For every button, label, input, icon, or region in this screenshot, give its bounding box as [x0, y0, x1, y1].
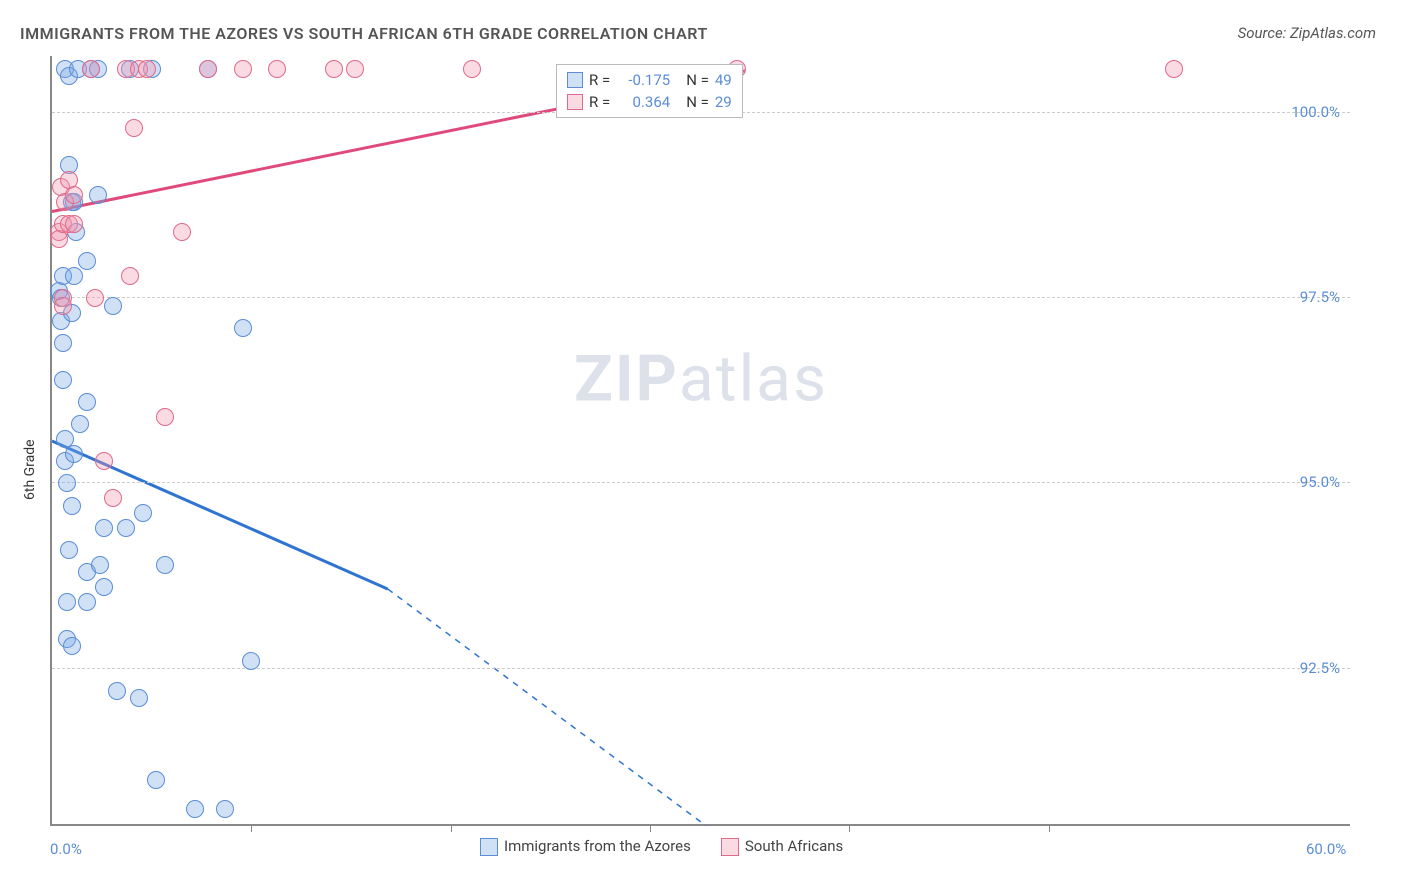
legend-swatch-south_africans	[721, 838, 739, 856]
scatter-point-south_africans	[325, 60, 343, 78]
stats-r-value-azores: -0.175	[616, 71, 670, 89]
stats-swatch-azores	[567, 72, 583, 88]
y-axis-label: 6th Grade	[22, 439, 38, 500]
scatter-point-azores	[134, 504, 152, 522]
stats-row-azores: R = -0.175 N = 49	[567, 69, 732, 91]
scatter-point-azores	[78, 393, 96, 411]
ytick-label: 100.0%	[1291, 103, 1340, 121]
xtick-label: 0.0%	[50, 840, 82, 858]
plot-area: ZIPatlas 92.5% 95.0% 97.5% 100.0%	[50, 56, 1350, 826]
watermark: ZIPatlas	[574, 341, 828, 416]
stats-n-value-azores: 49	[715, 71, 732, 89]
gridline-h	[52, 297, 1350, 298]
scatter-point-azores	[130, 689, 148, 707]
scatter-point-azores	[117, 519, 135, 537]
stats-r-label: R =	[589, 93, 610, 111]
scatter-point-south_africans	[346, 60, 364, 78]
scatter-point-azores	[104, 297, 122, 315]
scatter-point-south_africans	[1165, 60, 1183, 78]
scatter-point-azores	[60, 541, 78, 559]
scatter-point-south_africans	[234, 60, 252, 78]
ytick-label: 92.5%	[1300, 659, 1340, 677]
scatter-point-south_africans	[156, 408, 174, 426]
scatter-point-azores	[63, 637, 81, 655]
watermark-rest: atlas	[679, 341, 828, 416]
scatter-point-azores	[91, 556, 109, 574]
xtick-minor	[251, 824, 252, 832]
stats-n-label: N =	[686, 71, 709, 89]
scatter-point-south_africans	[173, 223, 191, 241]
stats-legend-box: R = -0.175 N = 49 R = 0.364 N = 29	[556, 64, 743, 118]
scatter-point-south_africans	[86, 289, 104, 307]
scatter-point-south_africans	[65, 215, 83, 233]
legend-item-south_africans: South Africans	[721, 836, 843, 856]
scatter-point-azores	[63, 497, 81, 515]
scatter-point-south_africans	[138, 60, 156, 78]
stats-row-south_africans: R = 0.364 N = 29	[567, 91, 732, 113]
scatter-point-azores	[71, 415, 89, 433]
scatter-point-azores	[54, 334, 72, 352]
trendline-dashed-azores	[388, 589, 706, 826]
stats-n-label: N =	[686, 93, 709, 111]
scatter-point-south_africans	[463, 60, 481, 78]
scatter-point-azores	[242, 652, 260, 670]
scatter-point-azores	[147, 771, 165, 789]
legend-label-south_africans: South Africans	[745, 837, 843, 855]
scatter-point-azores	[58, 474, 76, 492]
scatter-point-south_africans	[95, 452, 113, 470]
scatter-point-south_africans	[82, 60, 100, 78]
xtick-minor	[650, 824, 651, 832]
ytick-label: 97.5%	[1300, 288, 1340, 306]
scatter-point-south_africans	[54, 297, 72, 315]
xtick-label: 60.0%	[1306, 840, 1346, 858]
scatter-point-azores	[234, 319, 252, 337]
scatter-point-azores	[78, 593, 96, 611]
scatter-point-azores	[78, 252, 96, 270]
scatter-point-south_africans	[125, 119, 143, 137]
scatter-point-azores	[89, 186, 107, 204]
scatter-point-south_africans	[121, 267, 139, 285]
scatter-point-azores	[156, 556, 174, 574]
source-label: Source: ZipAtlas.com	[1238, 24, 1376, 42]
scatter-point-south_africans	[199, 60, 217, 78]
scatter-point-azores	[216, 800, 234, 818]
xtick-minor	[1049, 824, 1050, 832]
xtick-minor	[451, 824, 452, 832]
stats-r-value-south_africans: 0.364	[616, 93, 670, 111]
legend-label-azores: Immigrants from the Azores	[504, 837, 691, 855]
scatter-point-south_africans	[65, 186, 83, 204]
stats-r-label: R =	[589, 71, 610, 89]
gridline-h	[52, 482, 1350, 483]
watermark-bold: ZIP	[574, 341, 679, 416]
scatter-point-south_africans	[104, 489, 122, 507]
legend-bottom: Immigrants from the Azores South Africans	[480, 836, 843, 856]
scatter-point-azores	[54, 371, 72, 389]
xtick-minor	[849, 824, 850, 832]
trend-lines	[52, 56, 1352, 826]
scatter-point-azores	[95, 578, 113, 596]
scatter-point-south_africans	[268, 60, 286, 78]
scatter-point-azores	[65, 445, 83, 463]
ytick-label: 95.0%	[1300, 473, 1340, 491]
scatter-point-azores	[186, 800, 204, 818]
chart-title: IMMIGRANTS FROM THE AZORES VS SOUTH AFRI…	[20, 24, 708, 43]
scatter-point-azores	[58, 593, 76, 611]
stats-swatch-south_africans	[567, 94, 583, 110]
scatter-point-azores	[108, 682, 126, 700]
chart-container: IMMIGRANTS FROM THE AZORES VS SOUTH AFRI…	[0, 0, 1406, 892]
legend-swatch-azores	[480, 838, 498, 856]
scatter-point-azores	[65, 267, 83, 285]
legend-item-azores: Immigrants from the Azores	[480, 836, 691, 856]
stats-n-value-south_africans: 29	[715, 93, 732, 111]
scatter-point-azores	[95, 519, 113, 537]
